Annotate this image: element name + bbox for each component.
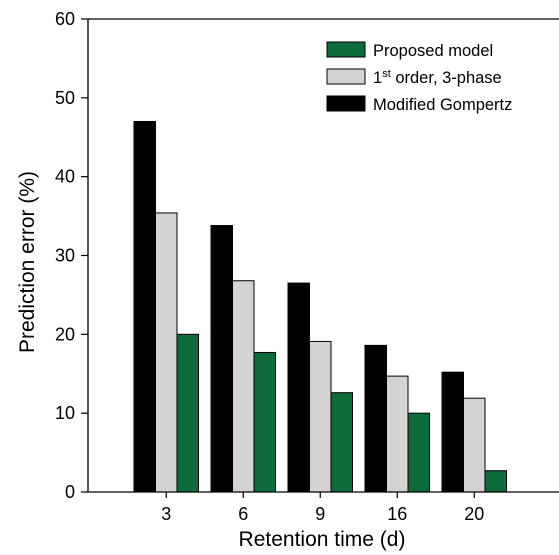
y-tick-label-50: 50	[55, 88, 75, 108]
legend-label-gompertz: Modified Gompertz	[373, 96, 512, 114]
bar-first_order-3	[155, 212, 178, 493]
bar-proposed-9	[330, 392, 353, 493]
bar-first_order-6	[232, 280, 255, 493]
legend-label-first_order: 1st order, 3-phase	[373, 68, 502, 87]
legend: Proposed model 1st order, 3-phase Modified…	[326, 41, 512, 114]
legend-swatch-proposed	[326, 41, 366, 58]
bar-gompertz-3	[133, 120, 156, 493]
x-tick-label-3: 3	[161, 504, 171, 524]
bar-gompertz-16	[364, 344, 387, 493]
bar-proposed-20	[484, 470, 507, 493]
x-tick-label-20: 20	[464, 504, 484, 524]
bars-layer	[133, 120, 507, 493]
legend-swatch-first_order	[326, 68, 366, 85]
bar-first_order-16	[386, 375, 409, 493]
bar-gompertz-20	[441, 371, 464, 493]
bar-proposed-6	[253, 351, 276, 493]
y-tick-label-60: 60	[55, 9, 75, 29]
bar-proposed-3	[176, 333, 199, 493]
x-tick-label-16: 16	[387, 504, 407, 524]
bar-proposed-16	[407, 412, 430, 493]
axes-layer: 0 10 20 30 40 50 60 3 6 9 16 20	[55, 9, 559, 524]
y-tick-label-30: 30	[55, 246, 75, 266]
y-axis-title: Prediction error (%)	[16, 171, 39, 353]
bar-gompertz-6	[210, 225, 233, 493]
y-tick-label-0: 0	[65, 482, 75, 502]
bar-gompertz-9	[287, 282, 310, 493]
bar-first_order-9	[309, 340, 332, 493]
y-tick-label-40: 40	[55, 167, 75, 187]
bar-first_order-20	[463, 397, 486, 493]
legend-label-proposed: Proposed model	[373, 42, 493, 60]
y-tick-label-20: 20	[55, 324, 75, 344]
x-tick-label-9: 9	[315, 504, 325, 524]
x-axis-title: Retention time (d)	[239, 528, 406, 551]
legend-swatch-gompertz	[326, 95, 366, 112]
x-tick-label-6: 6	[238, 504, 248, 524]
y-tick-label-10: 10	[55, 403, 75, 423]
